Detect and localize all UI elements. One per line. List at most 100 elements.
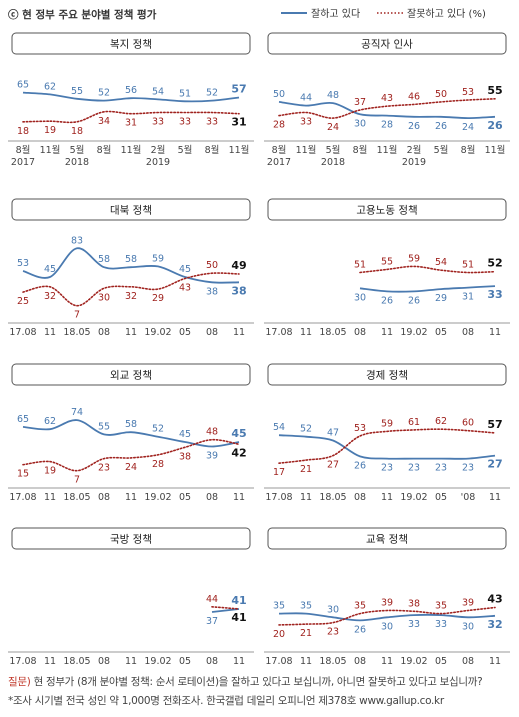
x-tick-label: 17.08 xyxy=(9,327,36,338)
data-label-good: 30 xyxy=(354,118,366,129)
data-label-good: 58 xyxy=(125,419,137,430)
panel-title-box xyxy=(11,32,251,55)
x-tick-label: 11월 xyxy=(121,144,142,156)
data-label-bad: 28 xyxy=(273,120,285,131)
data-label-bad: 7 xyxy=(74,475,80,486)
chart-panel: 교육 정책 17.08 11 18.05 08 11 19.02 05 08 11 35 20 35 21… xyxy=(264,527,510,667)
data-label-bad: 50 xyxy=(206,260,218,271)
data-label-bad: 59 xyxy=(408,253,420,264)
data-label-bad: 27 xyxy=(327,460,339,471)
x-tick-label: 17.08 xyxy=(265,656,292,667)
data-label-good: 23 xyxy=(435,463,447,474)
x-tick-label: 8월 xyxy=(97,144,112,156)
data-label-good: 65 xyxy=(17,80,29,91)
footer-source: *조사 시기별 전국 성인 약 1,000명 전화조사. 한국갤럽 데일리 오피… xyxy=(8,695,444,707)
data-label-good: 52 xyxy=(300,424,312,435)
x-tick-label: 19.02 xyxy=(144,327,171,338)
header: ⓒ 현 정부 주요 분야별 정책 평가 잘하고 있다 잘못하고 있다 (%) xyxy=(8,7,486,21)
data-label-bad: 46 xyxy=(408,91,420,102)
x-tick-label: 08 xyxy=(206,327,218,338)
data-label-good: 39 xyxy=(206,451,218,462)
data-label-bad: 21 xyxy=(300,464,312,475)
data-label-bad: 55 xyxy=(381,256,393,267)
data-label-bad: 50 xyxy=(435,89,447,100)
chart-panel: 고용노동 정책 17.08 11 18.05 08 11 19.02 05 08 11 30 51 26… xyxy=(264,198,510,338)
x-tick-label: 2월 xyxy=(151,144,166,156)
x-tick-label: 11 xyxy=(489,492,501,503)
x-year-label: 2018 xyxy=(65,157,89,168)
x-tick-label: 08 xyxy=(98,327,110,338)
x-tick-label: 05 xyxy=(435,656,447,667)
data-label-bad: 49 xyxy=(231,259,246,272)
x-tick-label: 2월 xyxy=(407,144,422,156)
series-line-good xyxy=(22,419,240,448)
data-label-bad: 23 xyxy=(327,627,339,638)
data-label-good: 52 xyxy=(206,88,218,99)
data-label-bad: 24 xyxy=(327,122,339,133)
chart-panel: 대북 정책 17.08 11 18.05 08 11 19.02 05 08 11 53 25 45 32… xyxy=(8,198,254,338)
data-label-bad: 32 xyxy=(125,291,137,302)
x-year-label: 2017 xyxy=(267,157,291,168)
data-label-bad: 35 xyxy=(354,601,366,612)
panel-title-box xyxy=(11,527,251,550)
data-label-good: 28 xyxy=(381,120,393,131)
data-label-bad: 62 xyxy=(435,416,447,427)
data-label-bad: 25 xyxy=(17,296,29,307)
data-label-good: 33 xyxy=(487,288,502,301)
x-tick-label: 05 xyxy=(179,327,191,338)
data-label-good: 27 xyxy=(487,458,502,471)
x-tick-label: 19.02 xyxy=(144,492,171,503)
x-tick-label: 11 xyxy=(233,492,245,503)
x-tick-label: 08 xyxy=(354,492,366,503)
data-label-good: 83 xyxy=(71,235,83,246)
series-line-bad xyxy=(278,606,496,626)
panel-title-box xyxy=(267,527,507,550)
data-label-bad: 38 xyxy=(179,451,191,462)
data-label-good: 23 xyxy=(408,463,420,474)
x-tick-label: 8월 xyxy=(272,144,287,156)
data-label-bad: 29 xyxy=(152,293,164,304)
data-label-bad: 33 xyxy=(179,116,191,127)
data-label-bad: 61 xyxy=(408,417,420,428)
data-label-bad: 28 xyxy=(152,459,164,470)
data-label-good: 33 xyxy=(435,619,447,630)
x-tick-label: 08 xyxy=(206,656,218,667)
panel-title-box xyxy=(267,198,507,221)
x-tick-label: 5월 xyxy=(326,144,341,156)
x-tick-label: 5월 xyxy=(178,144,193,156)
data-label-bad: 44 xyxy=(206,594,218,605)
x-tick-label: 05 xyxy=(179,656,191,667)
data-label-good: 31 xyxy=(462,292,474,303)
data-label-bad: 51 xyxy=(462,259,474,270)
data-label-good: 47 xyxy=(327,427,339,438)
data-label-bad: 51 xyxy=(354,259,366,270)
data-label-good: 45 xyxy=(179,264,191,275)
data-label-good: 58 xyxy=(98,254,110,265)
data-label-bad: 42 xyxy=(231,446,246,459)
data-label-good: 59 xyxy=(152,253,164,264)
data-label-good: 32 xyxy=(487,618,502,631)
data-label-bad: 48 xyxy=(206,427,218,438)
data-label-good: 44 xyxy=(300,93,312,104)
x-tick-label: 8월 xyxy=(353,144,368,156)
x-tick-label: 18.05 xyxy=(319,327,346,338)
x-tick-label: 08 xyxy=(98,492,110,503)
panel-title-box xyxy=(267,32,507,55)
data-label-bad: 31 xyxy=(231,116,246,129)
x-tick-label: 19.02 xyxy=(144,656,171,667)
data-label-bad: 37 xyxy=(354,97,366,108)
x-tick-label: 8월 xyxy=(461,144,476,156)
data-label-good: 26 xyxy=(435,121,447,132)
series-line-good xyxy=(278,612,496,622)
x-tick-label: 11 xyxy=(125,492,137,503)
legend-bad-label: 잘못하고 있다 (%) xyxy=(407,7,486,20)
panel-title: 국방 정책 xyxy=(110,534,152,546)
series-line-bad xyxy=(22,272,240,307)
x-tick-label: 11 xyxy=(44,656,56,667)
data-label-good: 58 xyxy=(125,254,137,265)
data-label-bad: 60 xyxy=(462,418,474,429)
series-line-bad xyxy=(22,438,240,472)
x-tick-label: 17.08 xyxy=(265,492,292,503)
x-year-label: 2018 xyxy=(321,157,345,168)
